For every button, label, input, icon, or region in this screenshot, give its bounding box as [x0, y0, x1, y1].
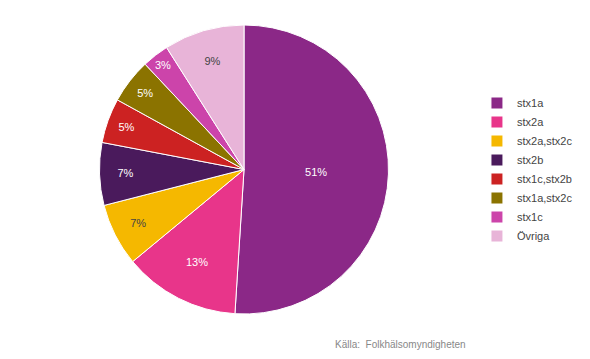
svg-text:5%: 5%	[118, 121, 134, 133]
svg-text:Övriga: Övriga	[517, 230, 550, 242]
svg-text:stx2b: stx2b	[517, 154, 543, 166]
svg-text:9%: 9%	[204, 55, 220, 67]
svg-text:3%: 3%	[155, 59, 171, 71]
svg-text:Källa: Folkhälsomyndigheten: Källa: Folkhälsomyndigheten	[335, 339, 466, 350]
svg-text:stx1c: stx1c	[517, 211, 543, 223]
svg-text:stx1a: stx1a	[517, 97, 544, 109]
svg-text:stx1c,stx2b: stx1c,stx2b	[517, 173, 572, 185]
svg-text:7%: 7%	[117, 167, 133, 179]
svg-text:7%: 7%	[130, 217, 146, 229]
svg-text:5%: 5%	[137, 87, 153, 99]
svg-text:stx2a: stx2a	[517, 116, 544, 128]
svg-text:13%: 13%	[186, 256, 208, 268]
svg-text:stx2a,stx2c: stx2a,stx2c	[517, 135, 573, 147]
svg-text:stx1a,stx2c: stx1a,stx2c	[517, 192, 573, 204]
svg-text:51%: 51%	[305, 166, 327, 178]
